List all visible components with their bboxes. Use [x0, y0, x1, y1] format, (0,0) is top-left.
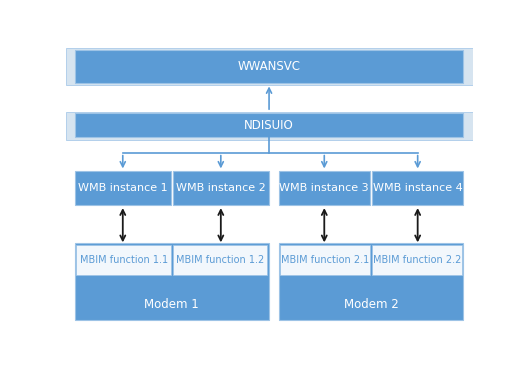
Bar — [280, 245, 370, 275]
Text: Modem 1: Modem 1 — [144, 299, 199, 311]
Bar — [66, 112, 472, 140]
Bar — [173, 171, 269, 205]
Text: NDISUIO: NDISUIO — [244, 118, 294, 132]
Bar — [75, 50, 463, 83]
Bar — [372, 245, 461, 275]
Bar — [77, 245, 171, 275]
Text: WWANSVC: WWANSVC — [237, 60, 300, 73]
Text: WMB instance 4: WMB instance 4 — [373, 183, 463, 193]
Text: WMB instance 3: WMB instance 3 — [279, 183, 369, 193]
Text: MBIM function 1.2: MBIM function 1.2 — [176, 255, 264, 265]
Bar — [75, 113, 463, 137]
Text: MBIM function 2.1: MBIM function 2.1 — [281, 255, 370, 265]
Bar — [173, 245, 267, 275]
Text: WMB instance 2: WMB instance 2 — [176, 183, 266, 193]
Bar — [66, 48, 472, 85]
Text: Modem 2: Modem 2 — [343, 299, 398, 311]
Text: MBIM function 2.2: MBIM function 2.2 — [373, 255, 461, 265]
Bar — [372, 171, 463, 205]
Text: WMB instance 1: WMB instance 1 — [78, 183, 167, 193]
Bar — [75, 171, 171, 205]
Bar — [75, 243, 269, 320]
Bar — [279, 171, 370, 205]
Text: MBIM function 1.1: MBIM function 1.1 — [80, 255, 168, 265]
Bar — [279, 243, 463, 320]
